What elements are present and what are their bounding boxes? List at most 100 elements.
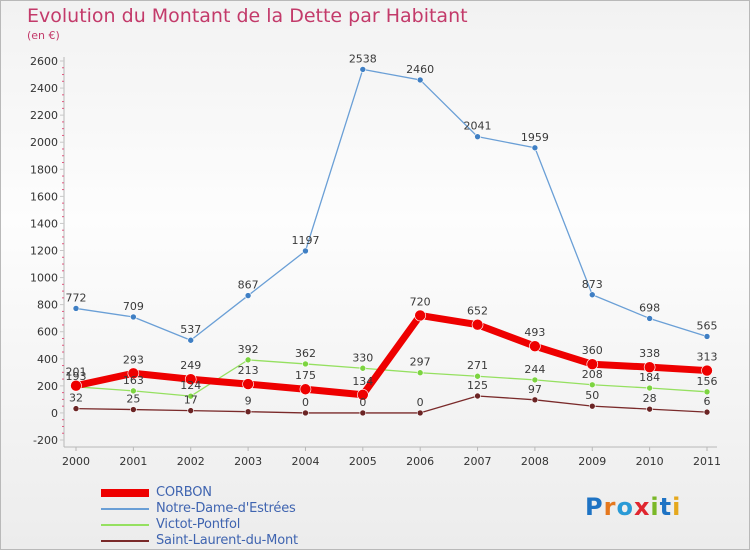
- data-point: [130, 406, 137, 413]
- data-label: 565: [697, 319, 718, 332]
- data-point: [302, 247, 309, 255]
- data-label: 1959: [521, 131, 549, 144]
- data-point: [299, 383, 312, 396]
- data-label: 244: [524, 363, 545, 376]
- data-label: 9: [245, 395, 252, 408]
- chart-title: Evolution du Montant de la Dette par Hab…: [27, 5, 468, 27]
- data-label: 360: [582, 344, 603, 357]
- data-label: 125: [467, 379, 488, 392]
- legend-label: Victot-Pontfol: [156, 517, 241, 532]
- data-label: 0: [417, 396, 424, 409]
- data-point: [586, 358, 599, 371]
- y-tick-label: -200: [33, 434, 58, 447]
- logo-letter: i: [672, 493, 682, 521]
- data-point: [646, 315, 653, 322]
- data-point: [471, 318, 484, 331]
- data-label: 97: [528, 383, 542, 396]
- y-tick-label: 1600: [30, 190, 58, 203]
- y-tick-label: 2400: [30, 82, 58, 95]
- data-point: [416, 76, 424, 84]
- y-tick-label: 1800: [30, 163, 58, 176]
- y-tick-label: 600: [37, 326, 58, 339]
- data-point: [302, 360, 309, 368]
- data-point: [187, 407, 195, 414]
- data-label: 330: [352, 351, 373, 364]
- legend-label: Notre-Dame-d'Estrées: [156, 501, 296, 516]
- data-point: [416, 409, 424, 417]
- logo-letter: i: [650, 493, 660, 521]
- data-label: 184: [639, 371, 660, 384]
- data-label: 163: [123, 374, 144, 387]
- logo-letter: o: [616, 493, 634, 521]
- y-tick-label: 1400: [30, 217, 58, 230]
- data-label: 156: [697, 375, 718, 388]
- data-point: [474, 372, 481, 380]
- data-point: [127, 367, 140, 380]
- data-point: [588, 402, 596, 410]
- x-tick-label: 2011: [693, 455, 721, 468]
- data-point: [187, 336, 195, 344]
- y-tick-label: 0: [51, 407, 58, 420]
- legend-label: Saint-Laurent-du-Mont: [156, 533, 298, 548]
- data-label: 338: [639, 347, 660, 360]
- data-label: 2538: [349, 52, 377, 65]
- data-label: 193: [66, 370, 87, 383]
- data-label: 2041: [464, 120, 492, 133]
- x-tick-label: 2010: [636, 455, 664, 468]
- data-label: 175: [295, 369, 316, 382]
- legend-swatch: [101, 489, 149, 497]
- series-line: [72, 311, 711, 399]
- data-point: [474, 133, 481, 140]
- x-tick-label: 2004: [291, 455, 319, 468]
- y-tick-label: 400: [37, 353, 58, 366]
- data-point: [359, 409, 367, 417]
- data-label: 867: [238, 279, 259, 292]
- data-point: [701, 364, 713, 377]
- x-tick-label: 2001: [119, 455, 147, 468]
- data-point: [187, 392, 195, 400]
- data-point: [646, 384, 653, 392]
- x-tick-label: 2002: [177, 455, 205, 468]
- data-point: [242, 378, 254, 390]
- data-label: 362: [295, 347, 316, 360]
- data-label: 0: [359, 396, 366, 409]
- data-label: 537: [180, 323, 201, 336]
- data-point: [529, 340, 541, 352]
- logo-letter: r: [603, 493, 617, 521]
- data-label: 28: [643, 392, 657, 405]
- data-point: [646, 405, 653, 413]
- data-label: 124: [180, 379, 201, 392]
- data-label: 493: [524, 326, 545, 339]
- x-tick-label: 2005: [349, 455, 377, 468]
- data-point: [302, 409, 309, 417]
- legend-swatch: [101, 508, 149, 510]
- data-label: 32: [69, 392, 83, 405]
- data-point: [703, 408, 711, 416]
- data-label: 293: [123, 353, 144, 366]
- data-point: [703, 333, 711, 340]
- x-tick-label: 2006: [406, 455, 434, 468]
- data-label: 208: [582, 368, 603, 381]
- logo-letter: t: [659, 493, 673, 521]
- data-label: 249: [180, 359, 201, 372]
- data-label: 698: [639, 301, 660, 314]
- data-label: 6: [704, 395, 711, 408]
- data-label: 271: [467, 359, 488, 372]
- data-label: 313: [697, 351, 718, 364]
- data-point: [244, 408, 252, 416]
- chart-subtitle: (en €): [27, 29, 60, 42]
- data-label: 297: [410, 356, 431, 369]
- legend-swatch: [101, 524, 149, 526]
- y-tick-label: 2200: [30, 109, 58, 122]
- data-point: [130, 387, 137, 395]
- data-point: [414, 309, 426, 322]
- data-label: 652: [467, 305, 488, 318]
- legend-swatch: [101, 540, 149, 542]
- x-tick-label: 2007: [464, 455, 492, 468]
- data-label: 0: [302, 396, 309, 409]
- data-point: [130, 313, 137, 321]
- data-point: [703, 388, 711, 396]
- data-point: [244, 292, 252, 299]
- series-line: [75, 68, 708, 341]
